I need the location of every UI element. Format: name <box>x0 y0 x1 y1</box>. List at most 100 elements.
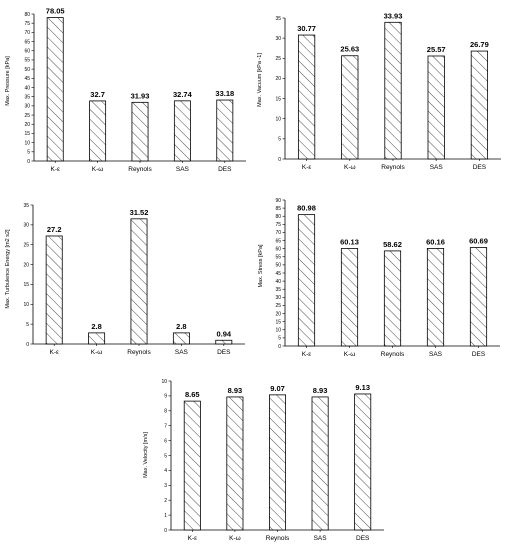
y-tick-label: 20 <box>275 76 281 82</box>
x-tick-label: K-ω <box>229 535 241 542</box>
bar <box>172 332 190 345</box>
x-tick-label: Reynols <box>127 349 151 356</box>
bar <box>216 99 234 162</box>
x-tick-label: K-ε <box>50 166 60 173</box>
y-tick-label: 4 <box>164 468 167 474</box>
x-tick-label: K-ε <box>302 164 312 171</box>
y-tick-label: 75 <box>24 21 30 27</box>
data-label: 58.62 <box>383 240 402 249</box>
bar <box>46 17 64 162</box>
bar <box>340 248 359 347</box>
y-tick-label: 35 <box>23 203 29 209</box>
plot-area: 0 5 10 15 20 25 30 35 40 45 50 55 60 65 70 75 80 85 90 80.9… <box>275 198 500 358</box>
bar <box>470 50 489 160</box>
bar <box>131 101 149 162</box>
y-tick-label: 15 <box>24 131 30 137</box>
y-tick-label: 25 <box>24 113 30 119</box>
data-label: 8.65 <box>185 390 200 399</box>
x-tick-label: K-ε <box>188 535 198 542</box>
bar <box>183 400 201 531</box>
y-tick-label: 55 <box>275 255 281 261</box>
x-tick-label: SAS <box>175 349 189 356</box>
y-tick-label: 35 <box>24 94 30 100</box>
x-tick-label: Reynols <box>128 166 152 173</box>
y-tick-label: 50 <box>275 263 281 269</box>
bar <box>173 100 191 162</box>
bar <box>297 214 316 347</box>
x-tick-label: DES <box>218 166 232 173</box>
data-label: 2.8 <box>176 322 186 331</box>
y-tick-label: 5 <box>278 336 281 342</box>
y-tick-label: 6 <box>164 438 167 444</box>
data-label: 60.16 <box>426 237 445 246</box>
chart-max-turbulence-energy: Max. Turbulence Energy [m2 s2] 0 5 10 15 20 2… <box>5 203 245 356</box>
y-tick-label: 35 <box>275 16 281 22</box>
y-tick-label: 0 <box>278 157 281 163</box>
data-label: 26.79 <box>470 40 489 49</box>
y-axis-label: Max. Velocity [m/s] <box>143 432 149 478</box>
y-tick-label: 15 <box>275 319 281 325</box>
data-label: 27.2 <box>47 225 62 234</box>
y-tick-label: 20 <box>275 311 281 317</box>
x-tick-label: DES <box>356 535 370 542</box>
y-tick-label: 20 <box>23 262 29 268</box>
y-tick-label: 80 <box>275 214 281 220</box>
data-label: 25.63 <box>340 45 359 54</box>
bar <box>215 339 233 345</box>
y-tick-label: 2 <box>164 498 167 504</box>
plot-area: 0 5 10 15 20 25 30 35 40 45 50 55 60 65 70 75 80 78.05 K-ε… <box>24 7 246 173</box>
y-tick-label: 70 <box>275 230 281 236</box>
chart-max-pressure: Max. Pressure [kPa] 0 5 10 15 20 25 30 35 40 45 50… <box>5 7 246 173</box>
y-tick-label: 35 <box>275 287 281 293</box>
plot-area: 0 1 2 3 4 5 6 7 8 9 10 8.65 K-ε 8.93 K-ω 9.07 Reynols 8.9… <box>161 379 384 542</box>
y-axis-label: Max. Pressure [kPa] <box>5 56 11 106</box>
plot-area: 0 5 10 15 20 25 30 35 27.2 K-ε 2.8 K-ω 31.52 Reynols 2… <box>23 203 245 356</box>
y-tick-label: 50 <box>24 67 30 73</box>
y-tick-label: 10 <box>275 328 281 334</box>
y-tick-label: 45 <box>275 271 281 277</box>
data-label: 8.93 <box>313 386 328 395</box>
data-label: 31.52 <box>130 208 149 217</box>
y-tick-label: 90 <box>275 198 281 204</box>
y-tick-label: 10 <box>24 140 30 146</box>
y-tick-label: 3 <box>164 483 167 489</box>
data-label: 31.93 <box>131 91 150 100</box>
bar <box>297 34 316 160</box>
data-label: 33.18 <box>215 89 234 98</box>
y-tick-label: 5 <box>26 322 29 328</box>
chart-max-velocity: Max. Velocity [m/s] 0 1 2 3 4 5 6 7 8 9 10 8.65 K-ε 8… <box>143 379 384 542</box>
y-tick-label: 45 <box>24 76 30 82</box>
y-tick-label: 5 <box>164 453 167 459</box>
y-tick-label: 30 <box>24 104 30 110</box>
y-tick-label: 15 <box>23 282 29 288</box>
y-tick-label: 65 <box>24 39 30 45</box>
bar <box>130 218 148 345</box>
x-tick-label: DES <box>473 164 487 171</box>
y-tick-label: 10 <box>23 302 29 308</box>
bar <box>341 55 359 160</box>
x-tick-label: DES <box>217 349 231 356</box>
data-label: 8.93 <box>228 386 243 395</box>
y-tick-label: 25 <box>275 56 281 62</box>
x-tick-label: K-ε <box>302 351 312 358</box>
y-tick-label: 10 <box>161 379 167 385</box>
y-tick-label: 8 <box>164 409 167 415</box>
bar <box>354 393 372 531</box>
data-label: 9.07 <box>270 384 285 393</box>
bar <box>384 21 402 160</box>
data-label: 32.74 <box>173 90 193 99</box>
bar <box>427 55 445 160</box>
y-tick-label: 5 <box>27 150 30 156</box>
bar <box>383 250 402 347</box>
data-label: 0.94 <box>216 329 231 338</box>
data-label: 32.7 <box>90 90 105 99</box>
bar <box>89 100 107 162</box>
x-tick-label: K-ω <box>91 349 103 356</box>
data-label: 30.77 <box>297 24 316 33</box>
bar <box>88 332 106 345</box>
y-axis-label: Max. Vacuum [kPa -1] <box>257 53 263 107</box>
data-label: 2.8 <box>91 322 101 331</box>
y-axis-label: Max. Stress [kPa] <box>258 244 264 288</box>
y-axis-label: Max. Turbulence Energy [m2 s2] <box>5 229 11 309</box>
y-tick-label: 80 <box>24 12 30 18</box>
